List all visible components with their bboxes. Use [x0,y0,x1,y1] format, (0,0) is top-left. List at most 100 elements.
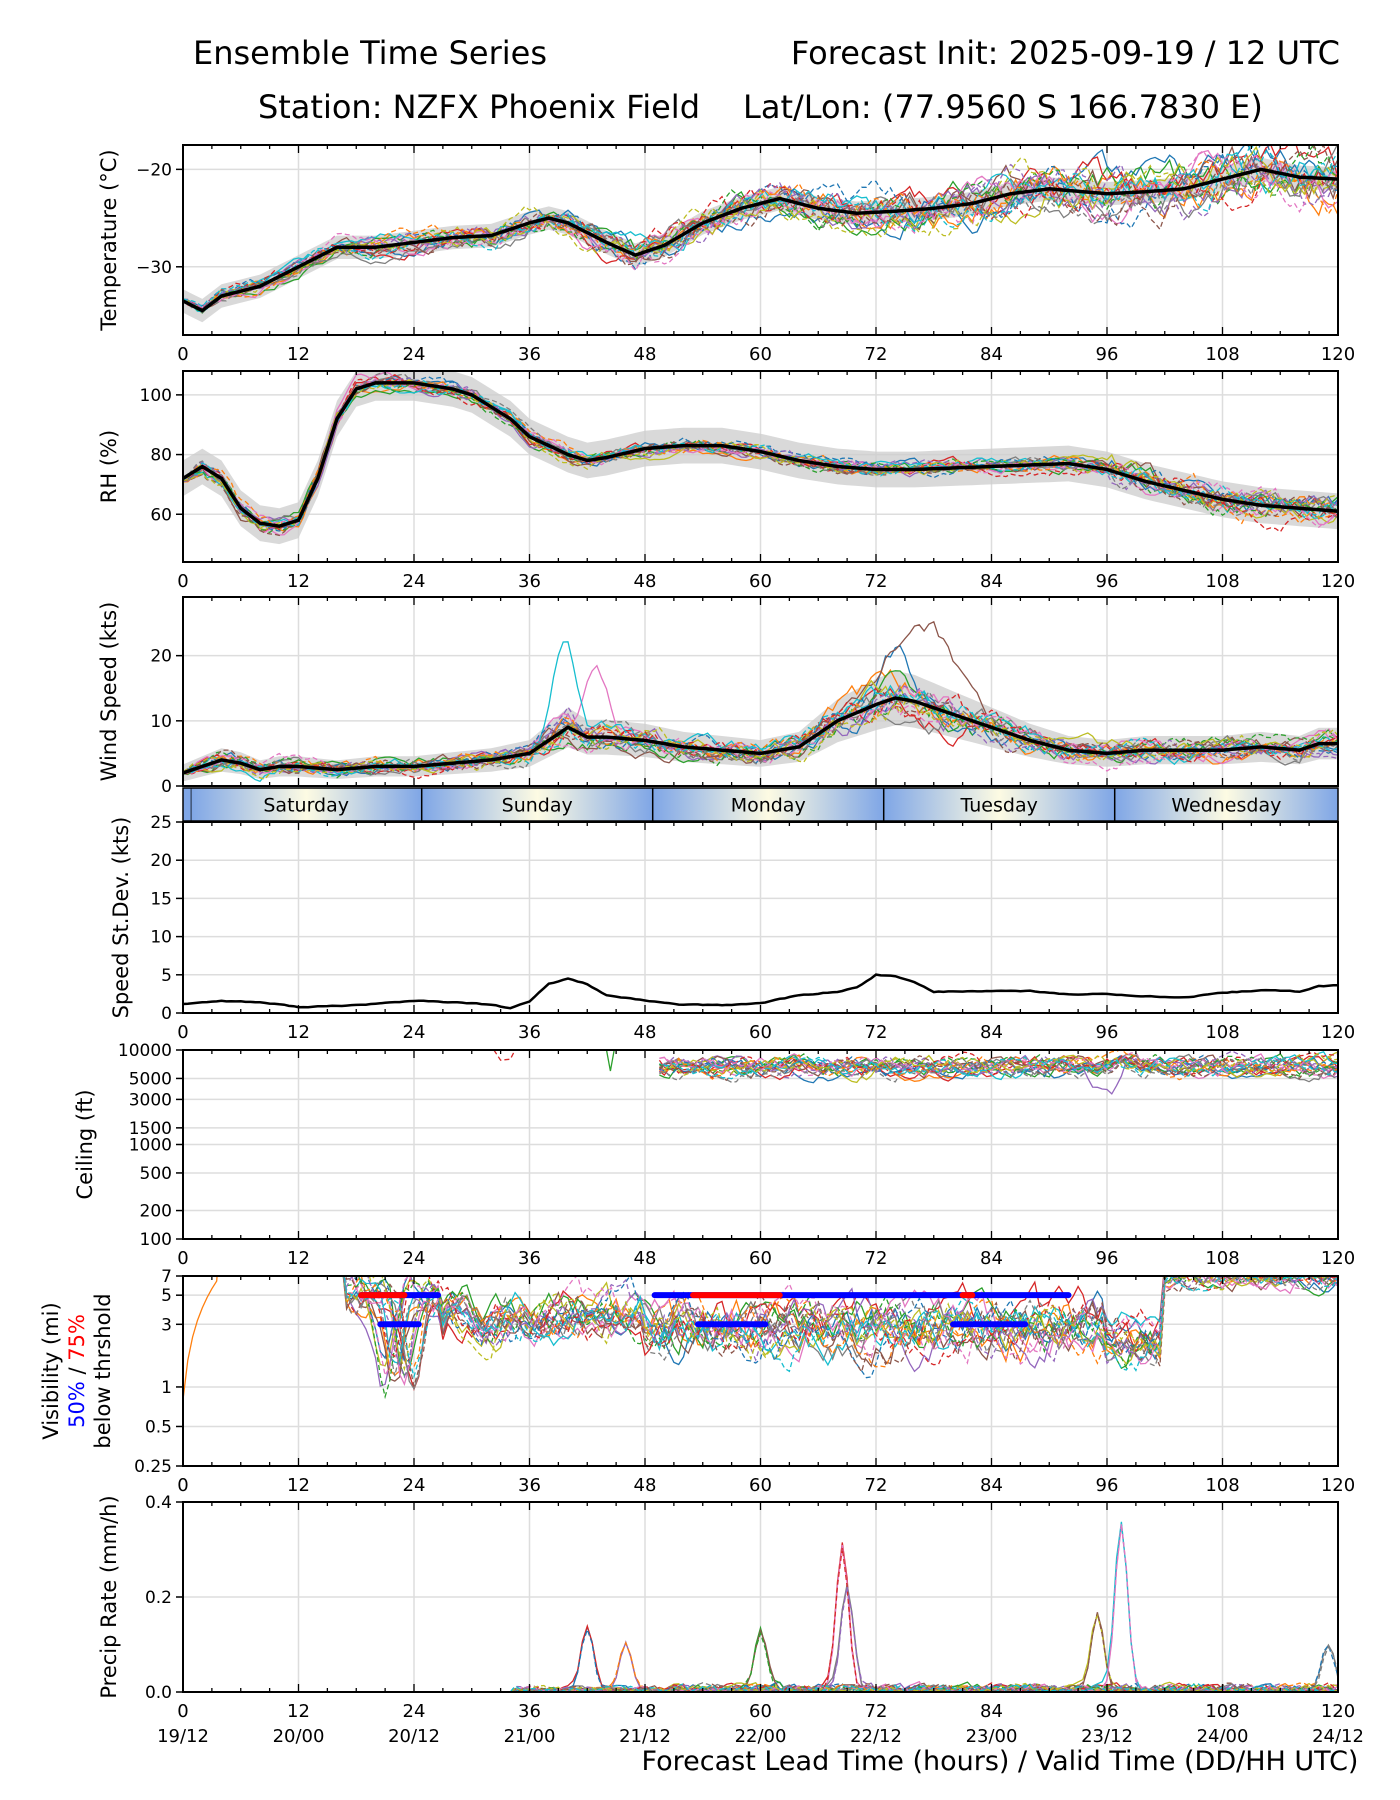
y-tick-label: 3000 [129,1090,172,1110]
x-tick-label: 120 [1321,571,1355,592]
x-tick-label: 96 [1096,344,1119,365]
y-axis-label-line3: below thrshold [91,1293,115,1448]
y-tick-label: 0.5 [145,1417,172,1437]
day-band: Saturday Sunday Monday Tuesday Wednesday [182,787,1339,822]
x-tick-label: 12 [287,1475,310,1496]
x-tick-label: 0 [177,344,188,365]
member-line [183,382,1338,534]
x-tick-label: 0 [177,1475,188,1496]
x-valid-label: 24/00 [1197,1726,1249,1747]
x-tick-label: 36 [518,571,541,592]
plot-area-temperature [183,145,1338,323]
x-tick-label: 12 [287,1701,310,1722]
y-tick-label: 1500 [129,1119,172,1139]
member-line [663,1052,1338,1077]
member-line [345,1276,1338,1387]
day-label-sunday: Sunday [502,795,573,817]
plot-area-ceiling [493,1050,1338,1095]
member-line [183,381,1338,527]
member-line [342,1276,1338,1377]
member-line [659,1051,1338,1078]
day-band-segment [421,788,653,821]
x-tick-label: 48 [634,1701,657,1722]
spread-band [183,371,1338,545]
panel-visibility: 0.25 0.5 1 3 57 0 12 24 36 48 60 72 84 96 108 120 Visibi… [39,1267,1355,1496]
x-tick-label: 12 [287,571,310,592]
x-tick-label: 96 [1096,1475,1119,1496]
x-tick-label: 120 [1321,1022,1355,1043]
panel-precip: 0.0 0.2 0.4 0 12 24 36 48 60 72 84 96 108 120 19/12 20/… [97,1493,1364,1747]
day-band-segment [883,788,1115,821]
y-axis-label: Visibility (mi) [39,1302,63,1439]
member-line [183,1682,1338,1692]
day-band-segment [1114,788,1338,821]
x-tick-label: 96 [1096,571,1119,592]
member-line [352,1276,1338,1379]
x-tick-label: 24 [403,1701,426,1722]
figure-title-left: Ensemble Time Series [193,34,547,72]
station-latlon: Lat/Lon: (77.9560 S 166.7830 E) [743,88,1263,126]
x-tick-label: 48 [634,344,657,365]
x-valid-label: 22/00 [735,1726,787,1747]
y-tick-label: 5 [161,1286,172,1306]
member-line [658,1052,1338,1078]
member-line [658,1050,1338,1079]
figure-title-right: Forecast Init: 2025-09-19 / 12 UTC [791,34,1340,72]
x-tick-label: 108 [1205,571,1239,592]
x-tick-label: 24 [403,344,426,365]
y-tick-label: 3 [161,1315,172,1335]
y-tick-label: 60 [150,505,172,525]
x-tick-label: 120 [1321,344,1355,365]
member-line [342,1276,1338,1382]
plot-area-visibility [183,1276,1338,1400]
y-tick-label: 10 [150,928,172,948]
x-valid-label: 21/00 [504,1726,556,1747]
y-axis-label: Ceiling (ft) [73,1089,97,1199]
x-tick-label: 60 [749,1248,772,1269]
y-axis-label: Precip Rate (mm/h) [97,1495,121,1698]
y-tick-label: 100 [140,1230,172,1250]
y-axis-label: Speed St.Dev. (kts) [109,817,133,1019]
x-tick-label: 36 [518,344,541,365]
day-label-wednesday: Wednesday [1171,795,1281,817]
x-tick-label: 36 [518,1475,541,1496]
x-valid-label: 20/00 [273,1726,325,1747]
y-axis-label: Wind Speed (kts) [97,602,121,782]
x-tick-label: 60 [749,1701,772,1722]
y-tick-label: 10000 [118,1041,172,1061]
x-tick-label: 24 [403,571,426,592]
x-tick-label: 24 [403,1022,426,1043]
x-tick-label: 72 [865,571,888,592]
label-50pct: 50% [65,1381,89,1428]
member-line [183,380,1338,528]
y-tick-label: 0 [161,1004,172,1024]
x-tick-label: 48 [634,1022,657,1043]
member-line [183,688,1338,774]
y-tick-label: 20 [150,647,172,667]
member-line [368,1276,1330,1372]
plot-area-speed_stdev [183,973,1338,1010]
y-tick-label: 500 [140,1164,172,1184]
panels: −30−200 12 24 36 48 60 72 84 96 108 120Temperature… [39,144,1364,1747]
y-axis-label: RH (%) [97,430,121,503]
x-tick-label: 72 [865,1475,888,1496]
x-valid-label: 19/12 [157,1726,209,1747]
x-tick-label: 96 [1096,1022,1119,1043]
x-tick-label: 0 [177,1701,188,1722]
x-tick-label: 96 [1096,1701,1119,1722]
x-tick-label: 36 [518,1022,541,1043]
x-valid-label: 20/12 [388,1726,440,1747]
x-valid-label: 21/12 [619,1726,671,1747]
x-valid-label: 22/12 [850,1726,902,1747]
day-label-tuesday: Tuesday [960,795,1038,817]
member-line [183,375,1338,532]
label-75pct: 75% [65,1314,89,1361]
ensemble-mean-line [183,381,1338,528]
x-valid-label: 23/12 [1081,1726,1133,1747]
y-tick-label: 0.0 [145,1683,172,1703]
x-tick-label: 108 [1205,1248,1239,1269]
x-tick-label: 60 [749,1022,772,1043]
day-band-lead [183,788,191,821]
